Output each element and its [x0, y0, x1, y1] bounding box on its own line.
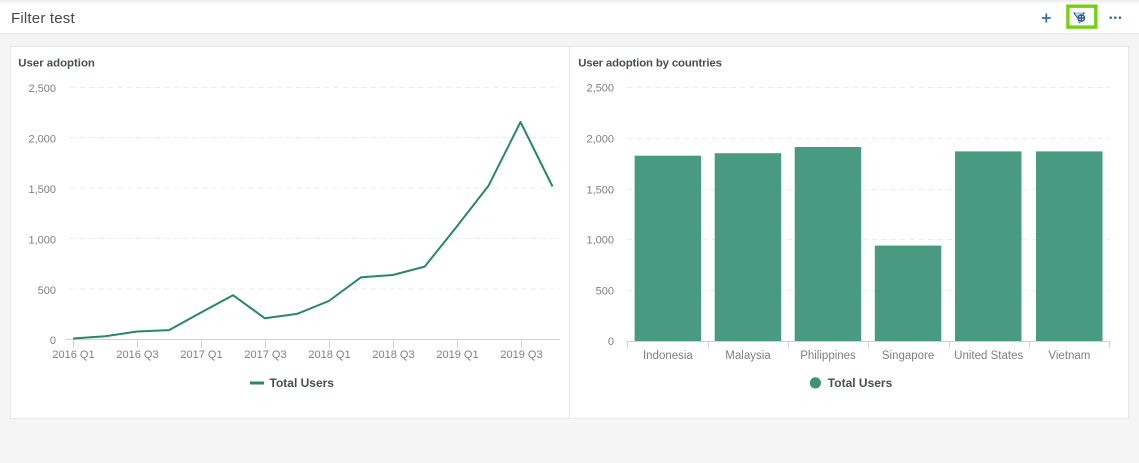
svg-text:2019 Q3: 2019 Q3 [500, 349, 542, 361]
svg-text:2,500: 2,500 [28, 83, 56, 95]
svg-text:User adoption by countries: User adoption by countries [578, 58, 722, 70]
svg-text:2016 Q3: 2016 Q3 [116, 349, 158, 361]
svg-text:0: 0 [50, 335, 56, 347]
svg-text:2,500: 2,500 [586, 83, 614, 95]
svg-text:500: 500 [38, 285, 56, 297]
svg-text:2019 Q1: 2019 Q1 [436, 349, 478, 361]
svg-text:Total Users: Total Users [270, 376, 335, 390]
svg-text:United States: United States [954, 350, 1023, 362]
svg-text:Philippines: Philippines [800, 350, 856, 362]
svg-text:Malaysia: Malaysia [725, 350, 771, 362]
svg-text:Indonesia: Indonesia [643, 350, 693, 362]
svg-text:0: 0 [608, 336, 614, 348]
svg-text:2017 Q1: 2017 Q1 [180, 349, 222, 361]
svg-text:1,000: 1,000 [28, 235, 56, 247]
svg-text:2016 Q1: 2016 Q1 [52, 349, 94, 361]
svg-text:Total Users: Total Users [828, 376, 893, 390]
svg-text:500: 500 [596, 286, 614, 298]
svg-text:1,500: 1,500 [586, 185, 614, 197]
svg-text:1,500: 1,500 [28, 184, 56, 196]
svg-text:2018 Q1: 2018 Q1 [308, 349, 350, 361]
svg-text:2,000: 2,000 [586, 134, 614, 146]
svg-text:Singapore: Singapore [882, 350, 934, 362]
svg-text:User adoption: User adoption [18, 58, 95, 70]
svg-text:Vietnam: Vietnam [1048, 350, 1090, 362]
svg-text:2017 Q3: 2017 Q3 [244, 349, 286, 361]
svg-text:1,000: 1,000 [586, 235, 614, 247]
svg-text:2018 Q3: 2018 Q3 [372, 349, 414, 361]
svg-text:2,000: 2,000 [28, 134, 56, 146]
